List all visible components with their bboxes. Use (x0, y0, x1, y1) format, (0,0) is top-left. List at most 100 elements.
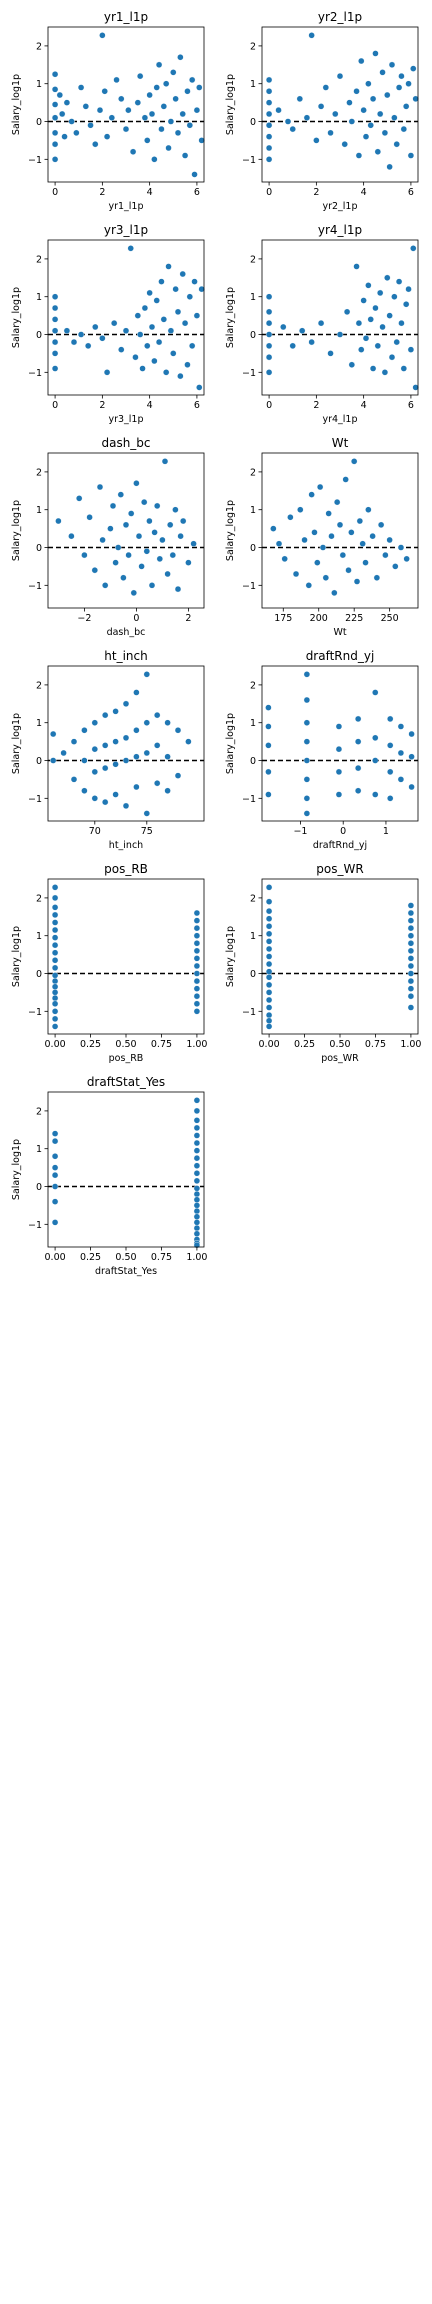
data-point (193, 947, 201, 955)
data-point (407, 947, 415, 955)
data-point (386, 536, 393, 544)
data-point (407, 924, 415, 932)
data-point (81, 727, 88, 734)
x-tick-label: 0.00 (45, 1039, 66, 1050)
data-point (386, 312, 393, 319)
data-point (164, 570, 171, 578)
subplot-title: yr3_l1p (104, 223, 148, 237)
data-point (51, 293, 59, 300)
data-point (81, 787, 88, 794)
data-point (117, 491, 125, 498)
y-axis-label: Salary_log1p (225, 74, 236, 135)
data-point (333, 498, 341, 506)
data-point (354, 764, 362, 772)
data-point (118, 95, 125, 103)
data-point (51, 71, 59, 78)
data-point (51, 140, 59, 148)
data-point (265, 1023, 273, 1030)
data-point (287, 514, 294, 521)
data-point (393, 338, 400, 346)
data-point (405, 80, 412, 87)
y-tick-label: 1 (36, 718, 42, 729)
data-point (193, 1154, 201, 1162)
data-point (311, 529, 318, 536)
x-tick-label: 0.50 (329, 1039, 350, 1050)
data-point (170, 69, 177, 76)
subplot-title: ht_inch (104, 649, 147, 663)
x-axis-label: yr2_l1p (322, 201, 357, 212)
x-axis-label: yr1_l1p (108, 201, 143, 212)
data-point (127, 245, 134, 252)
axes-frame (47, 239, 205, 396)
data-point (193, 909, 201, 917)
data-point (384, 274, 391, 282)
subplot-title: draftRnd_yj (306, 649, 375, 663)
x-tick-label: 0 (52, 400, 58, 411)
data-point (265, 331, 273, 338)
y-axis-label: Salary_log1p (225, 500, 236, 561)
data-point (265, 308, 273, 316)
data-point (397, 723, 405, 730)
data-point (148, 582, 156, 589)
data-point (153, 711, 161, 719)
data-point (193, 940, 201, 947)
data-point (190, 540, 197, 547)
subplot-title: yr1_l1p (104, 10, 148, 24)
data-point (376, 289, 384, 297)
y-axis-label: Salary_log1p (11, 287, 22, 348)
axes-frame (47, 878, 205, 1035)
data-point (265, 907, 273, 915)
y-tick-label: 0 (36, 543, 42, 554)
data-point (109, 502, 117, 510)
data-point (317, 319, 325, 327)
data-point (51, 1164, 59, 1171)
data-point (51, 1183, 59, 1190)
data-point (92, 140, 99, 148)
data-point (316, 483, 324, 491)
data-point (82, 103, 90, 110)
x-tick-label: 0.00 (259, 1039, 280, 1050)
x-tick-label: 0.75 (365, 1039, 386, 1050)
data-point (125, 551, 132, 559)
data-point (51, 1137, 59, 1145)
data-point (153, 502, 161, 510)
y-tick-label: 0 (36, 1182, 42, 1193)
data-point (391, 114, 398, 121)
x-tick-label: 1.00 (186, 1252, 207, 1263)
axes-frame (47, 1091, 205, 1248)
data-point (167, 327, 175, 334)
data-point (292, 570, 300, 578)
data-point (407, 152, 415, 159)
data-point (188, 342, 196, 350)
data-point (103, 369, 111, 376)
y-tick-label: 0 (36, 969, 42, 980)
data-point (325, 510, 332, 517)
data-point (151, 357, 158, 365)
data-point (144, 342, 151, 350)
data-point (407, 932, 415, 939)
x-tick-label: 0.75 (151, 1252, 172, 1263)
data-point (162, 369, 170, 376)
data-point (51, 1023, 59, 1030)
y-tick-label: −1 (28, 581, 42, 592)
data-point (143, 548, 151, 555)
data-point (164, 787, 171, 794)
data-point (372, 791, 379, 798)
x-tick-label: 2 (99, 187, 105, 198)
data-point (185, 559, 192, 566)
data-point (172, 506, 179, 513)
data-point (51, 949, 59, 956)
data-point (91, 795, 99, 802)
data-point (303, 719, 311, 726)
data-point (365, 506, 372, 513)
data-point (193, 1008, 201, 1015)
data-point (335, 745, 343, 753)
data-point (133, 753, 140, 760)
data-point (51, 1130, 59, 1137)
data-point (265, 898, 273, 905)
data-point (381, 369, 389, 376)
x-tick-label: 1 (383, 826, 389, 837)
data-point (184, 361, 191, 368)
data-point (51, 1219, 59, 1226)
subplot-ht_inch: ht_inch 70 75 −1 0 1 2 ht_inch Salary_log1p (11, 649, 205, 851)
